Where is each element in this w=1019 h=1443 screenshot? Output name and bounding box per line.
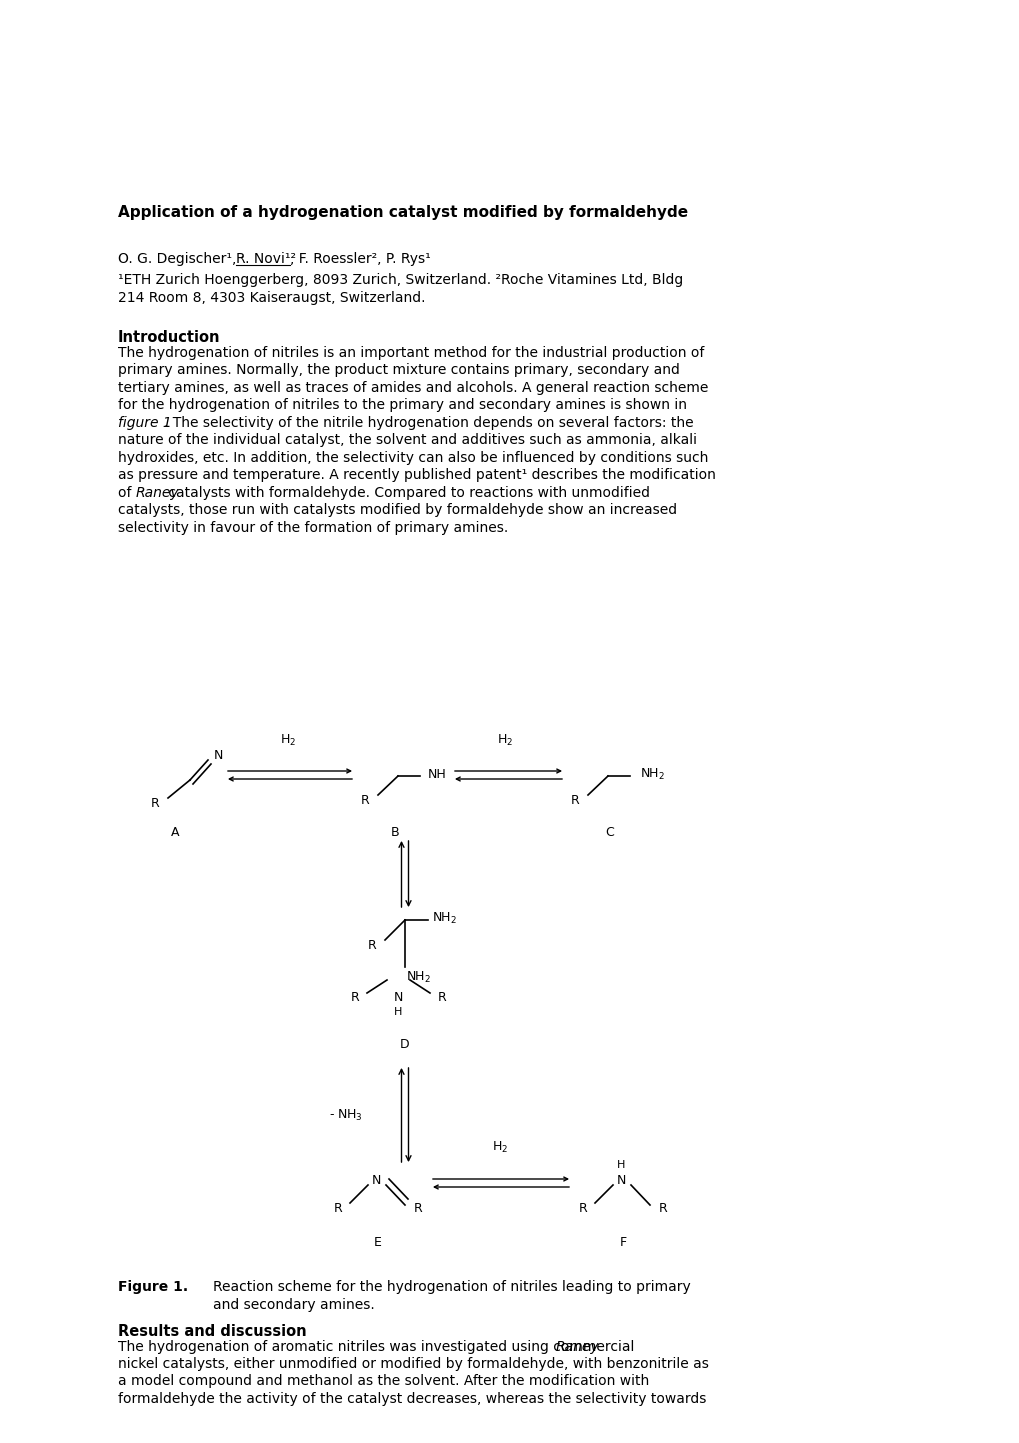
Text: a model compound and methanol as the solvent. After the modification with: a model compound and methanol as the sol…: [118, 1375, 649, 1388]
Text: R: R: [570, 794, 579, 807]
Text: hydroxides, etc. In addition, the selectivity can also be influenced by conditio: hydroxides, etc. In addition, the select…: [118, 450, 707, 465]
Text: H: H: [616, 1160, 625, 1170]
Text: R: R: [367, 938, 376, 951]
Text: R: R: [658, 1202, 666, 1215]
Text: for the hydrogenation of nitriles to the primary and secondary amines is shown i: for the hydrogenation of nitriles to the…: [118, 398, 687, 413]
Text: NH$_2$: NH$_2$: [431, 911, 457, 925]
Text: The hydrogenation of nitriles is an important method for the industrial producti: The hydrogenation of nitriles is an impo…: [118, 346, 704, 359]
Text: and secondary amines.: and secondary amines.: [213, 1297, 374, 1312]
Text: ¹ETH Zurich Hoenggerberg, 8093 Zurich, Switzerland. ²Roche Vitamines Ltd, Bldg: ¹ETH Zurich Hoenggerberg, 8093 Zurich, S…: [118, 273, 683, 287]
Text: A: A: [170, 825, 179, 838]
Text: Raney: Raney: [136, 486, 179, 499]
Text: H: H: [393, 1007, 401, 1017]
Text: N: N: [393, 990, 403, 1003]
Text: - NH$_3$: - NH$_3$: [329, 1107, 363, 1123]
Text: primary amines. Normally, the product mixture contains primary, secondary and: primary amines. Normally, the product mi…: [118, 364, 680, 377]
Text: The hydrogenation of aromatic nitriles was investigated using commercial: The hydrogenation of aromatic nitriles w…: [118, 1339, 638, 1354]
Text: R: R: [151, 797, 159, 810]
Text: figure 1: figure 1: [118, 416, 171, 430]
Text: of: of: [118, 486, 136, 499]
Text: . The selectivity of the nitrile hydrogenation depends on several factors: the: . The selectivity of the nitrile hydroge…: [163, 416, 693, 430]
Text: catalysts with formaldehyde. Compared to reactions with unmodified: catalysts with formaldehyde. Compared to…: [164, 486, 650, 499]
Text: nickel catalysts, either unmodified or modified by formaldehyde, with benzonitri: nickel catalysts, either unmodified or m…: [118, 1356, 708, 1371]
Text: NH$_2$: NH$_2$: [639, 766, 663, 782]
Text: , F. Roessler², P. Rys¹: , F. Roessler², P. Rys¹: [289, 253, 430, 266]
Text: Introduction: Introduction: [118, 330, 220, 345]
Text: tertiary amines, as well as traces of amides and alcohols. A general reaction sc: tertiary amines, as well as traces of am…: [118, 381, 707, 395]
Text: H$_2$: H$_2$: [491, 1140, 507, 1154]
Text: O. G. Degischer¹,: O. G. Degischer¹,: [118, 253, 240, 266]
Text: catalysts, those run with catalysts modified by formaldehyde show an increased: catalysts, those run with catalysts modi…: [118, 504, 677, 517]
Text: 214 Room 8, 4303 Kaiseraugst, Switzerland.: 214 Room 8, 4303 Kaiseraugst, Switzerlan…: [118, 290, 425, 304]
Text: R. Novi¹²: R. Novi¹²: [235, 253, 296, 266]
Text: Figure 1.: Figure 1.: [118, 1280, 187, 1294]
Text: H$_2$: H$_2$: [496, 733, 513, 747]
Text: C: C: [605, 825, 613, 838]
Text: R: R: [414, 1202, 422, 1215]
Text: nature of the individual catalyst, the solvent and additives such as ammonia, al: nature of the individual catalyst, the s…: [118, 433, 696, 447]
Text: E: E: [374, 1237, 381, 1250]
Text: N: N: [371, 1173, 380, 1186]
Text: Raney: Raney: [555, 1339, 599, 1354]
Text: H$_2$: H$_2$: [279, 733, 296, 747]
Text: formaldehyde the activity of the catalyst decreases, whereas the selectivity tow: formaldehyde the activity of the catalys…: [118, 1392, 706, 1405]
Text: B: B: [390, 825, 398, 838]
Text: R: R: [361, 794, 369, 807]
Text: R: R: [437, 990, 446, 1003]
Text: R: R: [351, 990, 359, 1003]
Text: as pressure and temperature. A recently published patent¹ describes the modifica: as pressure and temperature. A recently …: [118, 468, 715, 482]
Text: R: R: [333, 1202, 342, 1215]
Text: D: D: [399, 1039, 410, 1052]
Text: R: R: [578, 1202, 587, 1215]
Text: selectivity in favour of the formation of primary amines.: selectivity in favour of the formation o…: [118, 521, 507, 535]
Text: N: N: [213, 749, 222, 762]
Text: NH$_2$: NH$_2$: [406, 970, 430, 984]
Text: Reaction scheme for the hydrogenation of nitriles leading to primary: Reaction scheme for the hydrogenation of…: [213, 1280, 690, 1294]
Text: F: F: [619, 1237, 626, 1250]
Text: Results and discussion: Results and discussion: [118, 1323, 307, 1339]
Text: N: N: [615, 1173, 625, 1186]
Text: Application of a hydrogenation catalyst modified by formaldehyde: Application of a hydrogenation catalyst …: [118, 205, 688, 219]
Text: NH: NH: [427, 768, 446, 781]
